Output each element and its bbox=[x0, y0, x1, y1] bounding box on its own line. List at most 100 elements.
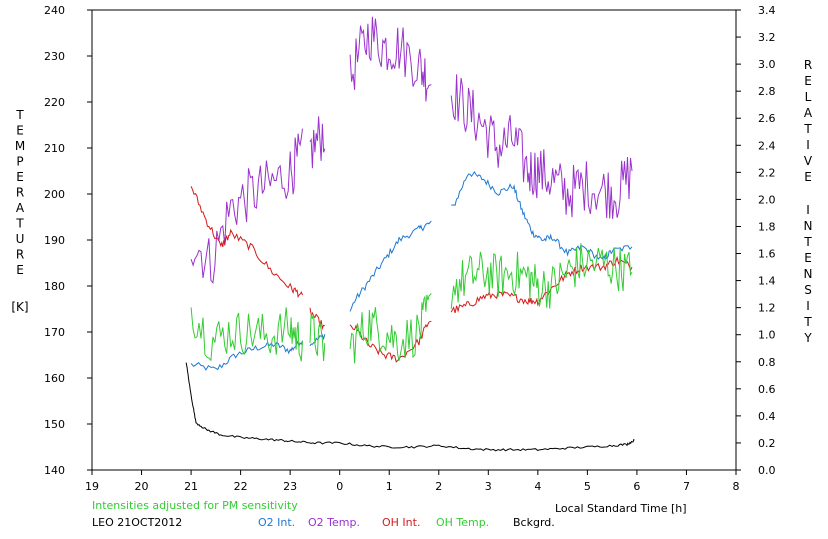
y-left-label-letter: M bbox=[15, 139, 25, 153]
y-left-tick-label: 170 bbox=[44, 326, 65, 339]
y-right-label-letter: S bbox=[804, 283, 812, 297]
y-left-tick-label: 240 bbox=[44, 4, 65, 17]
y-left-tick-label: 180 bbox=[44, 280, 65, 293]
series-line-oh-int- bbox=[309, 307, 325, 331]
series-line-oh-int- bbox=[450, 255, 633, 314]
series-line-bckgrd- bbox=[185, 362, 635, 452]
x-tick-label: 2 bbox=[435, 480, 442, 493]
series-line-o2-int- bbox=[349, 220, 432, 312]
x-tick-label: 3 bbox=[485, 480, 492, 493]
plot-frame bbox=[91, 9, 737, 471]
x-tick-label: 5 bbox=[584, 480, 591, 493]
y-left-tick-label: 220 bbox=[44, 96, 65, 109]
y-right-tick-label: 1.8 bbox=[758, 220, 776, 233]
y-left-label-letter: T bbox=[15, 108, 24, 122]
y-left-label-letter: R bbox=[16, 186, 24, 200]
y-right-label-letter: L bbox=[805, 90, 812, 104]
series-line-oh-temp- bbox=[309, 312, 326, 362]
x-tick-label: 19 bbox=[85, 480, 99, 493]
x-tick-label: 22 bbox=[234, 480, 248, 493]
y-right-tick-label: 2.0 bbox=[758, 193, 776, 206]
series-line-o2-temp- bbox=[450, 74, 633, 219]
y-right-tick-label: 0.6 bbox=[758, 383, 776, 396]
y-right-tick-label: 2.8 bbox=[758, 85, 776, 98]
legend-entry: Bckgrd. bbox=[513, 516, 555, 529]
x-tick-label: 6 bbox=[633, 480, 640, 493]
legend-entry: OH Temp. bbox=[436, 516, 489, 529]
x-tick-label: 1 bbox=[386, 480, 393, 493]
y-axis-right: 0.0 0.2 0.4 0.6 0.8 1.0 1.2 1.4 1.6 1.8 2.0 2.2 2.4 2… bbox=[736, 4, 776, 477]
y-right-tick-label: 0.2 bbox=[758, 437, 776, 450]
x-tick-label: 7 bbox=[683, 480, 690, 493]
y-right-label-letter: E bbox=[804, 170, 812, 184]
note-text: Intensities adjusted for PM sensitivity bbox=[92, 499, 298, 512]
y-left-tick-label: 160 bbox=[44, 372, 65, 385]
y-left-label-letter: U bbox=[16, 232, 25, 246]
series-line-o2-temp- bbox=[190, 128, 303, 285]
x-axis-label: Local Standard Time [h] bbox=[555, 502, 687, 515]
y-left-label-letter: P bbox=[16, 155, 23, 169]
y-left-tick-label: 190 bbox=[44, 234, 65, 247]
y-right-tick-label: 1.2 bbox=[758, 302, 776, 315]
y-right-label-letter: Y bbox=[803, 331, 812, 345]
y-left-tick-label: 210 bbox=[44, 142, 65, 155]
series-line-o2-int- bbox=[190, 339, 303, 371]
y-left-label-letter: E bbox=[16, 124, 24, 138]
y-right-tick-label: 2.2 bbox=[758, 166, 776, 179]
y-left-label-letter: R bbox=[16, 248, 24, 262]
y-axis-left: 140 150 160 170 180 190 200 210 220 230 240 bbox=[44, 4, 92, 477]
x-tick-label: 21 bbox=[184, 480, 198, 493]
y-right-label-letter: I bbox=[806, 299, 810, 313]
y-right-label-letter: I bbox=[806, 138, 810, 152]
y-right-tick-label: 1.4 bbox=[758, 275, 776, 288]
x-tick-label: 23 bbox=[283, 480, 297, 493]
y-right-label-letter: R bbox=[804, 58, 812, 72]
legend-entry: OH Int. bbox=[382, 516, 420, 529]
series-line-oh-temp- bbox=[349, 293, 432, 364]
y-right-tick-label: 2.4 bbox=[758, 139, 776, 152]
station-label: LEO 21OCT2012 bbox=[92, 516, 182, 529]
x-tick-label: 8 bbox=[733, 480, 740, 493]
series-group bbox=[185, 16, 635, 452]
legend-entry: O2 Temp. bbox=[308, 516, 360, 529]
x-tick-label: 20 bbox=[135, 480, 149, 493]
y-right-label-letter: V bbox=[804, 154, 813, 168]
y-left-tick-label: 140 bbox=[44, 464, 65, 477]
series-line-o2-int- bbox=[451, 170, 633, 260]
y-right-tick-label: 0.8 bbox=[758, 356, 776, 369]
y-left-tick-label: 150 bbox=[44, 418, 65, 431]
y-right-tick-label: 3.0 bbox=[758, 58, 776, 71]
y-right-label-letter: E bbox=[804, 74, 812, 88]
series-line-o2-temp- bbox=[349, 16, 432, 102]
y-right-label-letter: N bbox=[804, 267, 813, 281]
y-left-label-letter: A bbox=[16, 201, 25, 215]
series-line-oh-temp- bbox=[450, 243, 633, 309]
y-right-tick-label: 2.6 bbox=[758, 112, 776, 125]
y-right-label-letter: E bbox=[804, 251, 812, 265]
y-right-tick-label: 0.4 bbox=[758, 410, 776, 423]
y-right-label-letter: I bbox=[806, 203, 810, 217]
y-right-label-letter: N bbox=[804, 219, 813, 233]
series-line-o2-temp- bbox=[309, 116, 326, 169]
y-right-tick-label: 1.0 bbox=[758, 329, 776, 342]
x-axis: 19 20 21 22 23 0 1 2 3 4 5 6 7 8 bbox=[85, 470, 740, 493]
series-line-o2-int- bbox=[309, 334, 326, 347]
y-left-unit: [K] bbox=[11, 300, 28, 314]
y-right-tick-label: 0.0 bbox=[758, 464, 776, 477]
y-left-label-letter: E bbox=[16, 170, 24, 184]
x-tick-label: 4 bbox=[534, 480, 541, 493]
y-right-tick-label: 3.4 bbox=[758, 4, 776, 17]
y-left-label-letter: E bbox=[16, 263, 24, 277]
y-right-tick-label: 3.2 bbox=[758, 31, 776, 44]
x-tick-label: 0 bbox=[336, 480, 343, 493]
legend: O2 Int. O2 Temp. OH Int. OH Temp. Bckgrd. bbox=[258, 516, 555, 529]
legend-entry: O2 Int. bbox=[258, 516, 295, 529]
series-line-oh-temp- bbox=[190, 307, 303, 362]
y-left-label-letter: T bbox=[15, 217, 24, 231]
y-right-tick-label: 1.6 bbox=[758, 248, 776, 261]
y-left-tick-label: 230 bbox=[44, 50, 65, 63]
